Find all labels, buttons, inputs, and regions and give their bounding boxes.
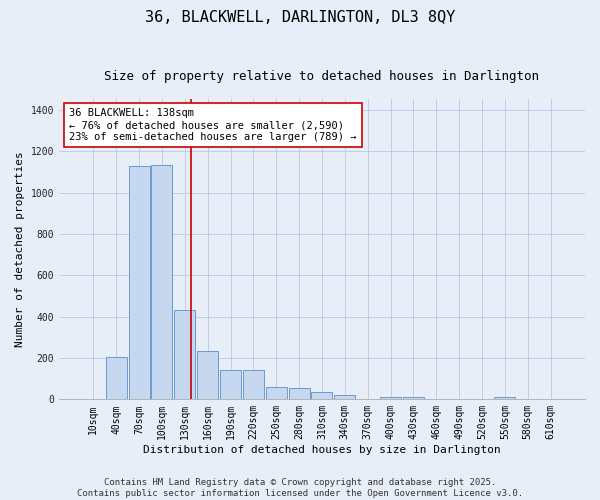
Bar [494, 397, 515, 400]
Text: 36, BLACKWELL, DARLINGTON, DL3 8QY: 36, BLACKWELL, DARLINGTON, DL3 8QY [145, 10, 455, 25]
Bar [334, 395, 355, 400]
Bar [266, 387, 287, 400]
Bar [311, 392, 332, 400]
Title: Size of property relative to detached houses in Darlington: Size of property relative to detached ho… [104, 70, 539, 83]
Y-axis label: Number of detached properties: Number of detached properties [15, 152, 25, 348]
Bar [106, 357, 127, 400]
Bar [128, 166, 149, 400]
Bar [174, 310, 196, 400]
Text: 36 BLACKWELL: 138sqm
← 76% of detached houses are smaller (2,590)
23% of semi-de: 36 BLACKWELL: 138sqm ← 76% of detached h… [70, 108, 357, 142]
Text: Contains HM Land Registry data © Crown copyright and database right 2025.
Contai: Contains HM Land Registry data © Crown c… [77, 478, 523, 498]
Bar [380, 397, 401, 400]
Bar [220, 370, 241, 400]
Bar [151, 164, 172, 400]
Bar [289, 388, 310, 400]
Bar [243, 370, 264, 400]
Bar [197, 350, 218, 400]
X-axis label: Distribution of detached houses by size in Darlington: Distribution of detached houses by size … [143, 445, 501, 455]
Bar [403, 397, 424, 400]
